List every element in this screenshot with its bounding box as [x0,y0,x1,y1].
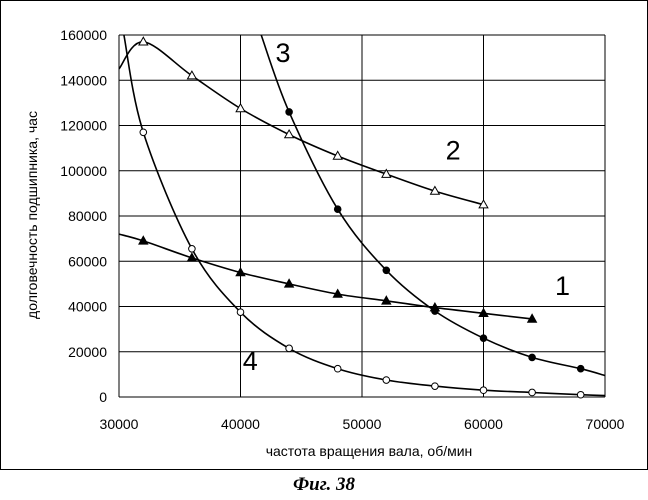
series-3-point [529,354,536,361]
y-tick-label: 60000 [68,253,107,269]
series-2-point [188,71,197,79]
curve-label-1: 1 [555,271,570,301]
curve-label-2: 2 [446,135,461,165]
y-tick-label: 40000 [68,299,107,315]
markers [139,37,584,398]
y-tick-label: 100000 [60,163,107,179]
series-2-point [139,37,148,45]
chart: 0200004000060000800001000001200001400001… [1,1,648,471]
series-4-point [286,345,293,352]
curve-label-4: 4 [243,346,258,376]
x-tick-label: 70000 [586,416,625,432]
series-3-point [432,308,439,315]
figure-caption: Фиг. 38 [0,474,648,496]
series-4-point [529,389,536,396]
grid: 0200004000060000800001000001200001400001… [60,27,624,432]
y-tick-label: 80000 [68,208,107,224]
series-4-point [480,387,487,394]
series-4-point [237,309,244,316]
series-2-point [236,104,245,112]
y-tick-label: 20000 [68,344,107,360]
series-4-point [140,129,147,136]
series-4-point [334,365,341,372]
series-3-point [286,109,293,116]
x-tick-label: 50000 [343,416,382,432]
y-tick-label: 140000 [60,72,107,88]
series-3-point [577,365,584,372]
x-tick-label: 40000 [221,416,260,432]
series-3-point [480,335,487,342]
series-3-point [334,206,341,213]
x-axis-title: частота вращения вала, об/мин [266,443,473,459]
series-3-line [261,35,605,376]
y-tick-label: 160000 [60,27,107,43]
series-4-line [124,35,605,396]
curve-label-3: 3 [276,38,291,68]
series-4-point [383,377,390,384]
series-4-point [189,246,196,253]
y-tick-label: 120000 [60,118,107,134]
series-2-line [119,42,484,205]
figure-frame: 0200004000060000800001000001200001400001… [0,0,648,470]
y-tick-label: 0 [99,389,107,405]
series-4-point [432,383,439,390]
series-4-point [577,391,584,398]
labels: 1 2 3 4 [243,38,570,376]
y-axis-title: долговечность подшипника, час [24,111,40,319]
series-3-point [383,267,390,274]
x-tick-label: 60000 [464,416,503,432]
x-tick-label: 30000 [100,416,139,432]
